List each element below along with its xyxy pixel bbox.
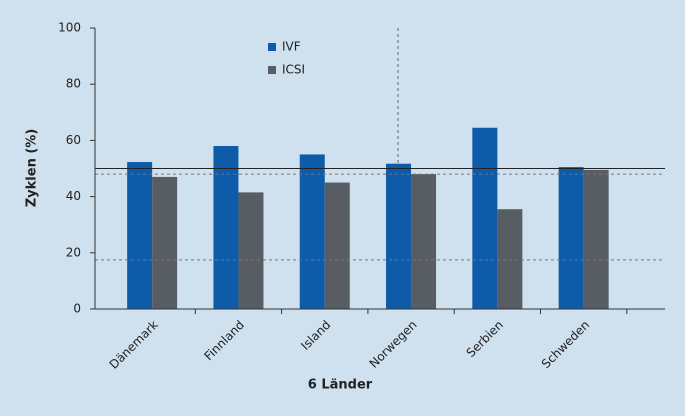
y-tick-label: 40 xyxy=(66,189,81,203)
y-tick-label: 80 xyxy=(66,77,81,91)
bar xyxy=(558,167,584,309)
bar xyxy=(497,209,523,309)
bar xyxy=(386,163,412,309)
bar xyxy=(411,174,437,309)
bar xyxy=(238,192,264,309)
legend-swatch xyxy=(268,43,276,51)
legend-label: ICSI xyxy=(282,63,305,77)
y-tick-label: 60 xyxy=(66,133,81,147)
y-tick-label: 20 xyxy=(66,245,81,259)
bar xyxy=(127,162,153,309)
y-axis-label: Zyklen (%) xyxy=(25,129,40,208)
legend-label: IVF xyxy=(282,40,301,54)
bar xyxy=(299,154,325,309)
bar xyxy=(472,127,498,309)
bar xyxy=(583,169,609,309)
bar xyxy=(152,176,178,309)
y-tick-label: 0 xyxy=(73,302,81,316)
x-axis-label: 6 Länder xyxy=(308,378,373,393)
bar xyxy=(213,146,239,309)
bar xyxy=(324,182,350,309)
legend-swatch xyxy=(268,66,276,74)
y-tick-label: 100 xyxy=(58,21,81,35)
